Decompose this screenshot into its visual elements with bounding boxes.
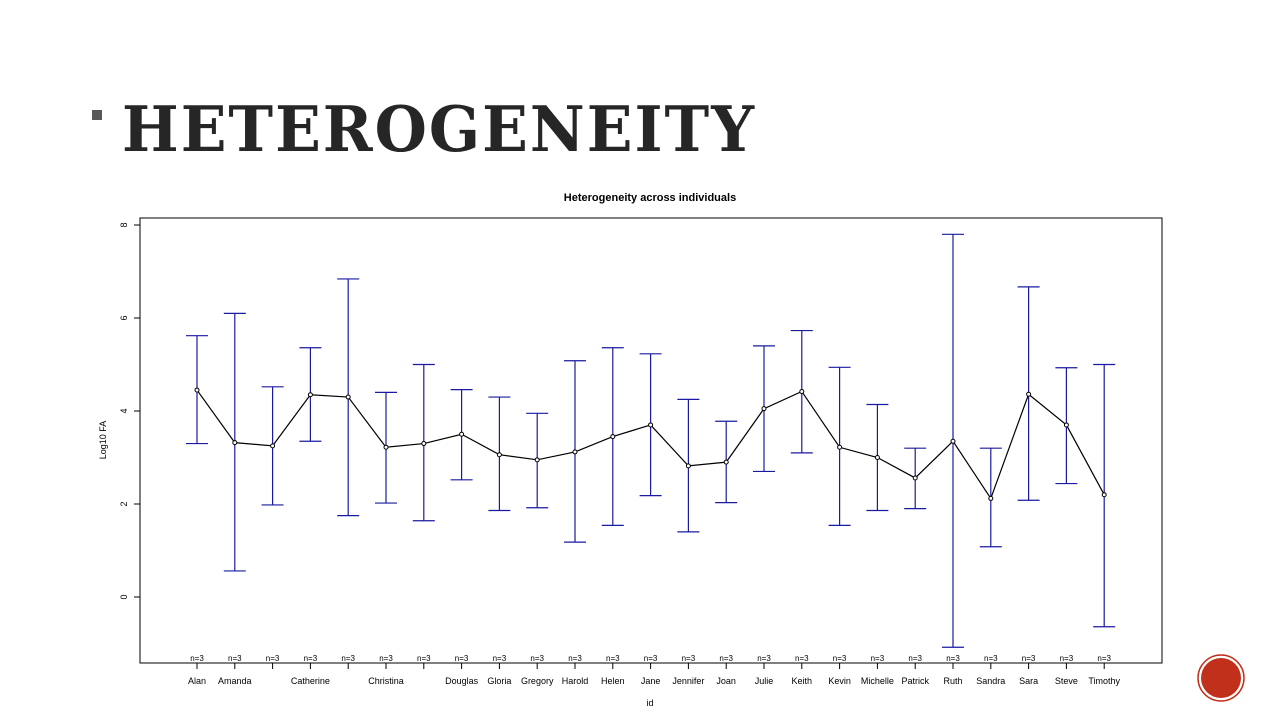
- x-tick-label: Steve: [1055, 676, 1078, 686]
- mean-point: [648, 422, 654, 428]
- y-tick-label: 6: [119, 315, 129, 320]
- n-label: n=3: [455, 654, 469, 663]
- x-tick-label: Julie: [755, 676, 774, 686]
- x-axis: Alan Amanda Catherine Christina Douglas Glori…: [188, 663, 1121, 686]
- mean-point: [912, 475, 918, 481]
- n-label: n=3: [946, 654, 960, 663]
- x-tick-label: Joan: [716, 676, 736, 686]
- mean-point: [874, 455, 880, 460]
- n-label: n=3: [304, 654, 318, 663]
- mean-point: [383, 444, 389, 450]
- n-label: n=3: [682, 654, 696, 663]
- mean-point: [307, 392, 313, 398]
- mean-point: [988, 495, 994, 501]
- square-bullet-icon: [92, 110, 102, 120]
- n-label: n=3: [757, 654, 771, 663]
- n-label: n=3: [266, 654, 280, 663]
- x-tick-label: Michelle: [861, 676, 894, 686]
- mean-point: [950, 438, 956, 444]
- y-axis: 0 2 4 6 8: [119, 222, 140, 600]
- x-tick-label: Helen: [601, 676, 625, 686]
- x-tick-label: Patrick: [901, 676, 929, 686]
- n-label: n=3: [1022, 654, 1036, 663]
- chart-title: Heterogeneity across individuals: [564, 192, 736, 204]
- n-label: n=3: [606, 654, 620, 663]
- x-tick-label: Gregory: [521, 676, 554, 686]
- n-label: n=3: [228, 654, 242, 663]
- mean-point: [1026, 391, 1032, 397]
- x-tick-label: Ruth: [943, 676, 962, 686]
- n-label: n=3: [341, 654, 355, 663]
- n-label: n=3: [644, 654, 658, 663]
- n-label: n=3: [719, 654, 733, 663]
- mean-point: [1063, 422, 1069, 428]
- x-tick-label: Alan: [188, 676, 206, 686]
- x-tick-label: Keith: [792, 676, 813, 686]
- slide-title: Heterogeneity: [122, 93, 757, 167]
- n-label: n=3: [493, 654, 507, 663]
- n-label: n=3: [190, 654, 204, 663]
- y-axis-label: Log10 FA: [98, 421, 108, 460]
- mean-point: [572, 449, 578, 455]
- x-tick-label: Timothy: [1088, 676, 1120, 686]
- x-tick-label: Sara: [1019, 676, 1038, 686]
- sample-size-labels: n=3 n=3 n=3 n=3 n=3 n=3 n=3 n=3 n=3 n=3 n=3 n=3 n=3 n…: [190, 654, 1111, 663]
- n-label: n=3: [379, 654, 393, 663]
- x-tick-label: Sandra: [976, 676, 1005, 686]
- n-label: n=3: [1097, 654, 1111, 663]
- mean-line-group: [194, 387, 1107, 501]
- x-tick-label: Jane: [641, 676, 661, 686]
- mean-point: [270, 443, 276, 449]
- x-axis-label: id: [646, 698, 653, 708]
- n-label: n=3: [795, 654, 809, 663]
- y-tick-label: 0: [119, 594, 129, 599]
- mean-point: [459, 431, 465, 437]
- x-tick-label: Harold: [562, 676, 589, 686]
- n-label: n=3: [908, 654, 922, 663]
- x-tick-label: Christina: [368, 676, 404, 686]
- error-bars: [186, 233, 1116, 648]
- mean-point: [837, 444, 843, 450]
- y-tick-label: 2: [119, 501, 129, 506]
- x-tick-label: Kevin: [828, 676, 851, 686]
- x-tick-label: Douglas: [445, 676, 479, 686]
- y-tick-label: 4: [119, 408, 129, 413]
- n-label: n=3: [568, 654, 582, 663]
- mean-point: [1101, 492, 1107, 498]
- n-label: n=3: [530, 654, 544, 663]
- n-label: n=3: [871, 654, 885, 663]
- mean-point: [232, 440, 238, 446]
- n-label: n=3: [984, 654, 998, 663]
- mean-point: [496, 452, 502, 458]
- x-tick-label: Amanda: [218, 676, 252, 686]
- mean-point: [761, 406, 767, 412]
- mean-point: [194, 387, 200, 393]
- mean-point: [345, 394, 351, 400]
- mean-point: [799, 388, 805, 394]
- mean-point: [421, 441, 427, 447]
- x-tick-label: Catherine: [291, 676, 330, 686]
- n-label: n=3: [417, 654, 431, 663]
- y-tick-label: 8: [119, 222, 129, 227]
- circle-badge-icon: [1197, 654, 1245, 702]
- n-label: n=3: [833, 654, 847, 663]
- n-label: n=3: [1060, 654, 1074, 663]
- x-tick-label: Jennifer: [672, 676, 704, 686]
- mean-point: [610, 434, 616, 440]
- mean-point: [723, 459, 729, 465]
- mean-point: [685, 463, 691, 469]
- x-tick-label: Gloria: [487, 676, 511, 686]
- mean-point: [534, 457, 540, 463]
